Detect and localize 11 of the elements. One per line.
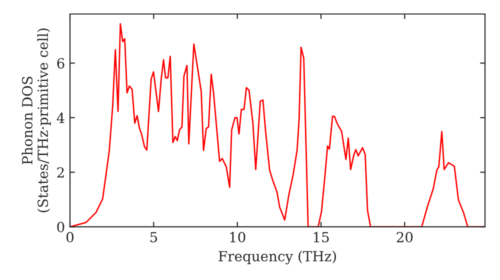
x-tick-label: 10: [230, 232, 246, 242]
y-tick-label: 0: [57, 222, 64, 232]
x-tick-label: 5: [150, 232, 158, 242]
x-tick-label: 15: [314, 232, 329, 242]
x-tick-label: 0: [66, 232, 74, 242]
y-axis-title: Phonon DOS (States/THz·primitive cell): [22, 28, 51, 212]
x-tick-label: 20: [396, 232, 413, 242]
x-axis-title: Frequency (THz): [218, 250, 336, 264]
y-tick-label: 4: [56, 112, 64, 123]
y-tick-label: 6: [57, 58, 64, 69]
y-tick-label: 2: [57, 167, 64, 178]
